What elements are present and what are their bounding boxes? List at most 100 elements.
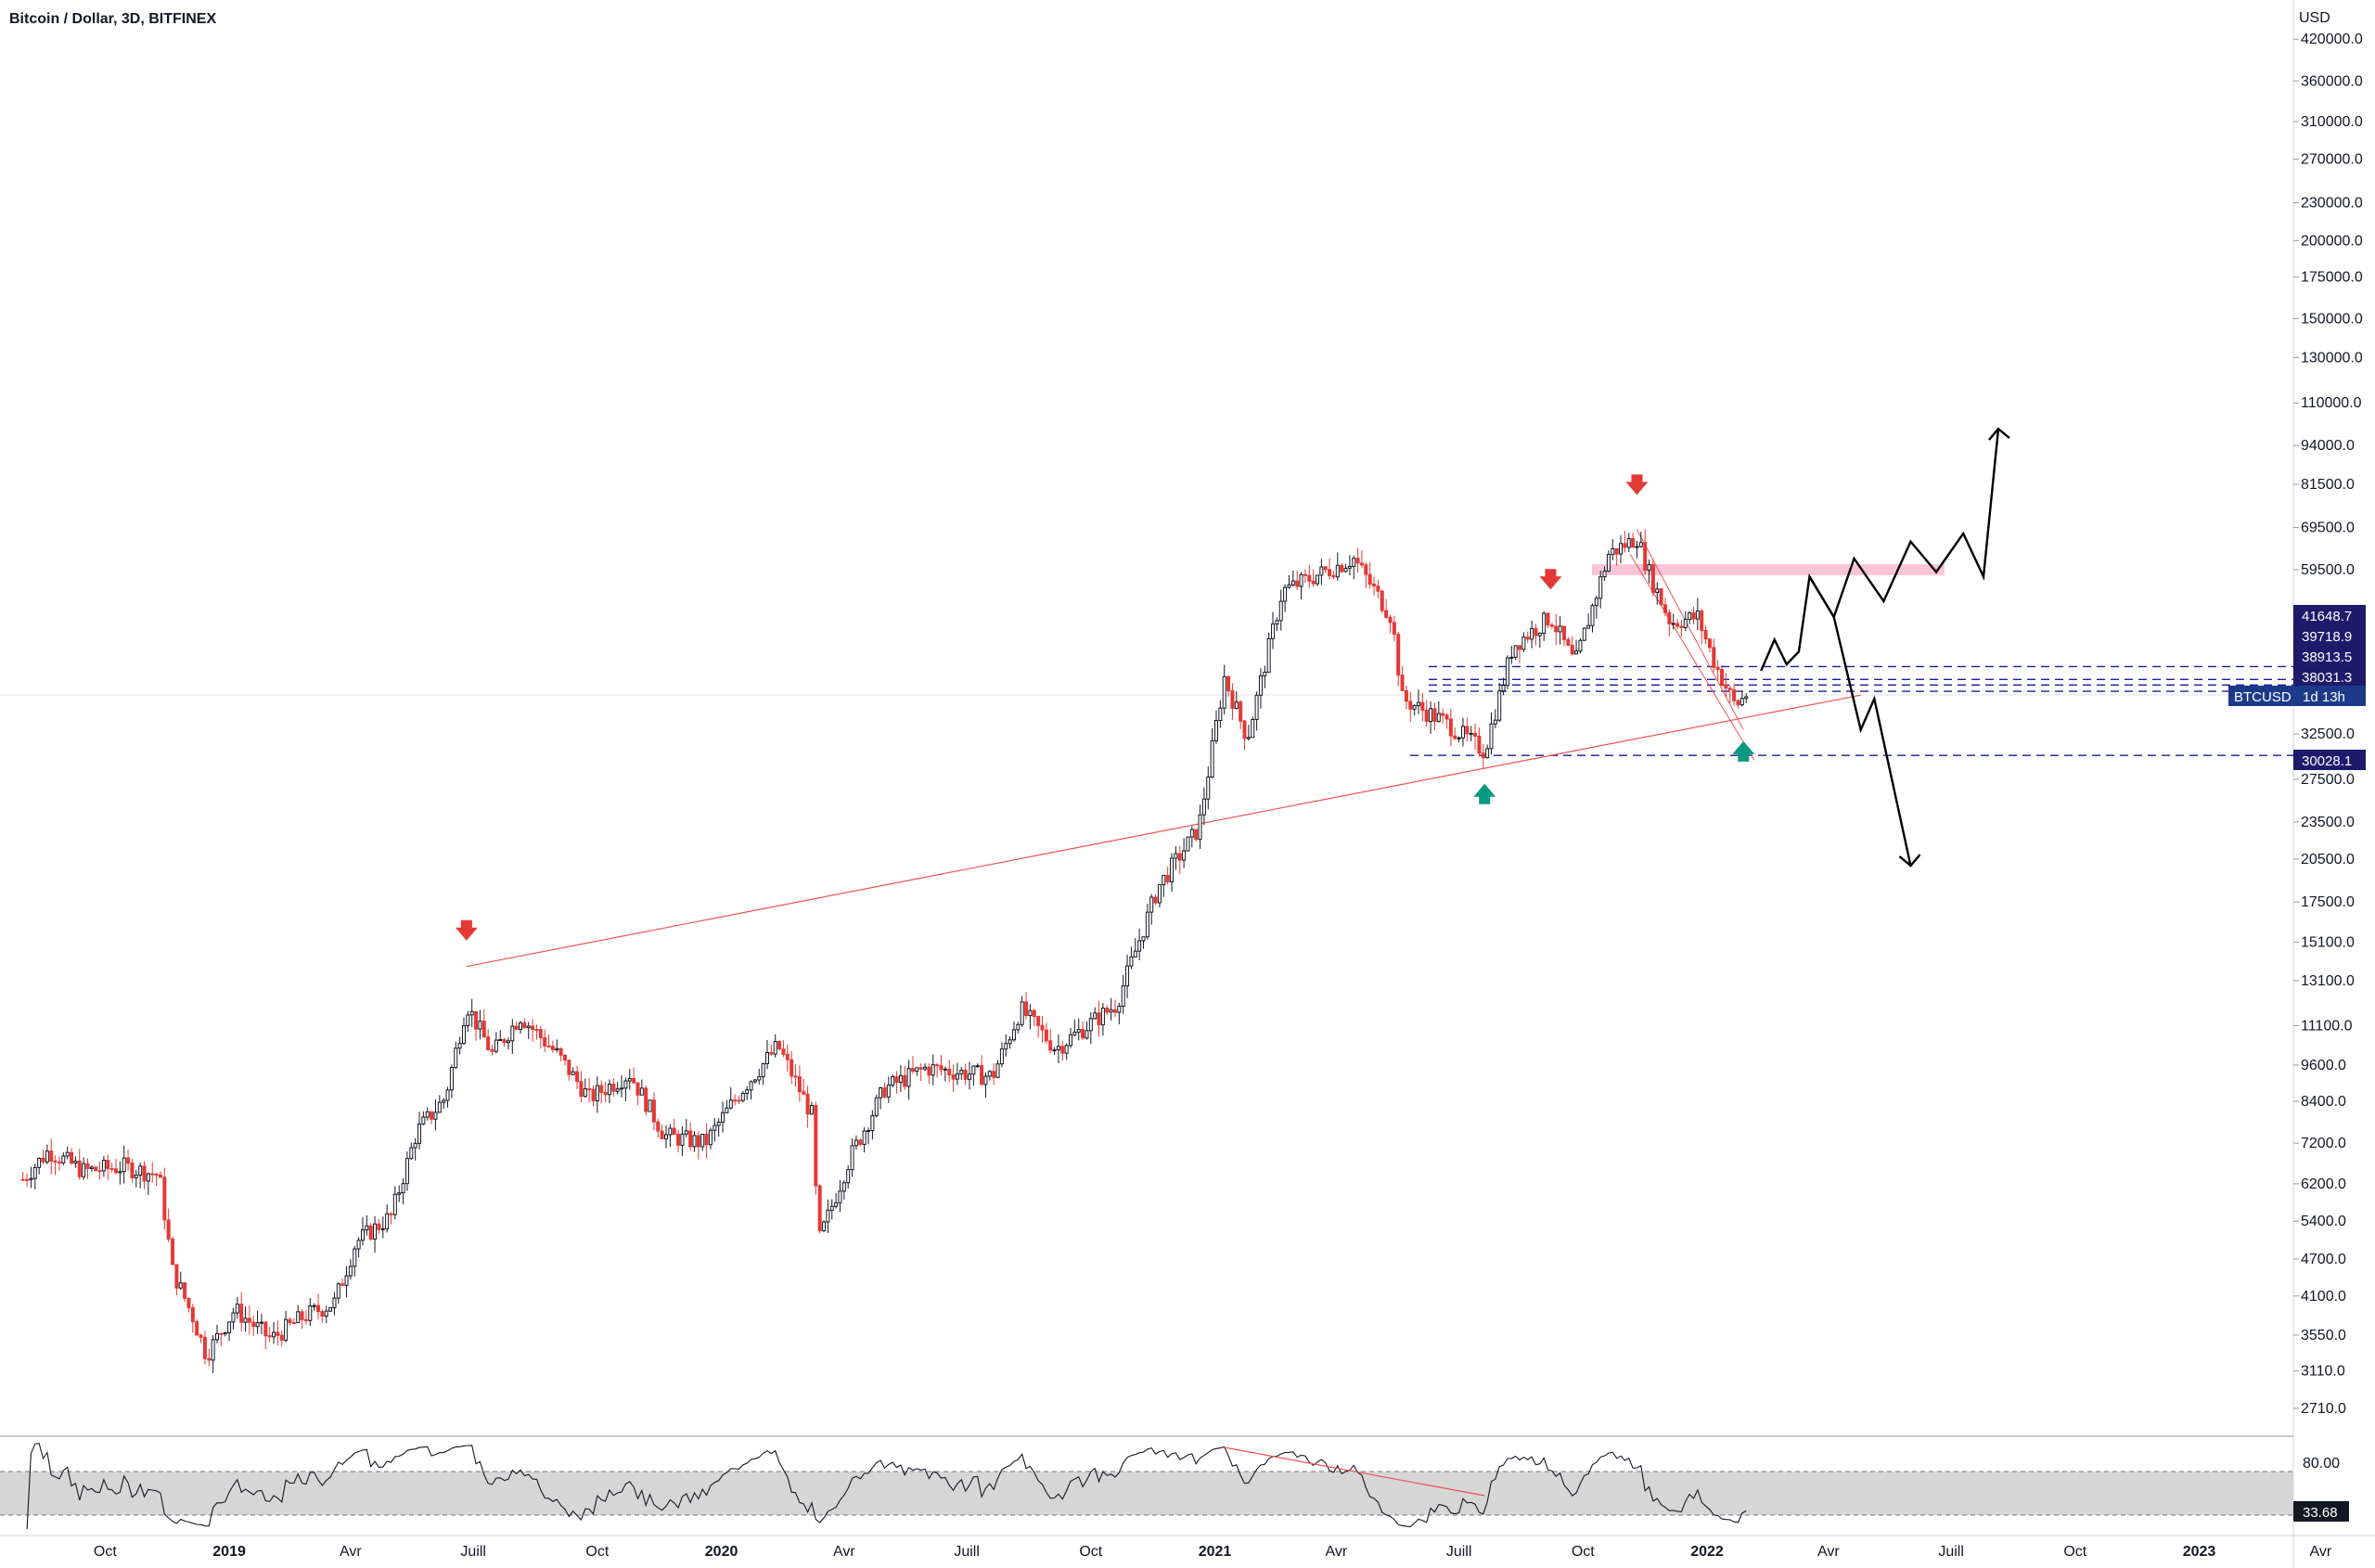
candle-body [615,1088,620,1092]
candle-body [235,1304,239,1314]
candle-body [365,1225,369,1231]
candle-body [846,1169,851,1184]
candle-body [955,1073,959,1080]
projection-down-path [1808,575,1912,867]
candle-body [243,1317,248,1323]
candle-body [733,1099,738,1102]
price-tick-label: 6200.0 [2301,1176,2346,1192]
candle-body [207,1357,212,1361]
candle-body [433,1112,438,1120]
trendline [466,694,1861,968]
candle-body [1020,1001,1024,1025]
price-tag-text: 41648.7 [2302,609,2352,624]
candle-body [1157,884,1162,904]
candle-body [1137,940,1142,952]
candle-body [219,1332,224,1335]
price-tick-label: 81500.0 [2301,477,2355,493]
candle-body [1182,850,1187,861]
price-tick-label: 230000.0 [2301,195,2363,211]
candle-body [288,1318,292,1324]
candle-body [486,1036,491,1050]
candle-body [579,1081,584,1098]
candle-body [874,1097,879,1116]
candle-body [457,1043,462,1049]
time-tick-label: Avr [1817,1544,1840,1560]
candle-body [1004,1043,1008,1050]
up-arrow-icon [1732,740,1755,762]
rsi-pane: 80.00 [0,1442,2340,1530]
candle-body [1165,874,1170,882]
candle-body [380,1227,385,1230]
price-tick-label: 13100.0 [2301,973,2355,989]
candle-body [1100,1008,1105,1026]
candle-body [1328,569,1332,576]
candle-body [1473,732,1478,737]
candle-body [725,1107,729,1113]
candle-body [494,1039,498,1052]
candle-body [1509,656,1514,659]
candle-body [106,1160,110,1169]
candle-body [1016,1023,1021,1031]
candle-body [1189,829,1194,838]
candle-body [1647,564,1651,572]
price-tick-label: 11100.0 [2301,1018,2353,1034]
price-tick-label: 110000.0 [2301,395,2362,411]
candle-body [522,1022,527,1029]
candle-body [1290,580,1295,585]
candle-body [558,1047,563,1056]
rsi-divergence-line [1224,1446,1485,1497]
candle-body [1206,776,1211,800]
candle-body [1088,1018,1093,1032]
candle-body [980,1065,984,1086]
candle-body [1072,1031,1077,1035]
candle-body [510,1025,515,1042]
candle-body [1258,675,1263,696]
candle-body [1521,636,1526,650]
candle-body [85,1163,90,1169]
candle-body [1392,622,1396,636]
candle-body [1081,1029,1085,1039]
resistance-zone [1592,564,1945,576]
candle-body [267,1335,272,1338]
candle-body [276,1331,280,1336]
time-tick-label: Avr [340,1544,362,1560]
candle-body [474,1010,479,1030]
candle-body [688,1130,693,1148]
up-arrow-icon [1473,783,1496,804]
candle-body [308,1305,313,1321]
candle-body [1210,740,1214,778]
candle-body [805,1093,810,1115]
price-tick-label: 9600.0 [2301,1058,2346,1073]
candle-body [834,1202,839,1207]
price-tick-label: 15100.0 [2301,934,2355,950]
symbol-badge[interactable]: BTCUSD 1d 13h [2228,686,2366,706]
time-tick-label: 2019 [212,1544,246,1560]
price-tick-label: 175000.0 [2301,269,2363,285]
projection-up-path [1760,428,2000,672]
candle-body [1534,628,1538,636]
candle-body [1554,625,1559,633]
candle-body [867,1130,871,1133]
candle-body [1396,634,1401,676]
time-tick-label: Oct [1572,1544,1595,1560]
candle-body [1460,726,1465,739]
candle-body [1295,580,1300,587]
candle-body [1688,612,1692,621]
down-arrow-icon [1625,474,1649,495]
candle-body [377,1223,381,1230]
down-arrow-icon [1539,569,1562,590]
time-tick-label: Juill [1938,1544,1964,1560]
candle-body [45,1150,49,1163]
candle-body [401,1183,405,1194]
candle-body [728,1099,733,1109]
candle-body [336,1283,340,1299]
price-tick-label: 7200.0 [2301,1136,2346,1151]
candle-body [1303,573,1307,576]
price-tick-label: 69500.0 [2301,521,2355,536]
candle-body [1388,616,1393,623]
candle-body [1222,675,1226,709]
candle-body [130,1163,135,1179]
candle-body [1251,718,1255,739]
price-tag: 38031.3 [2293,666,2366,687]
